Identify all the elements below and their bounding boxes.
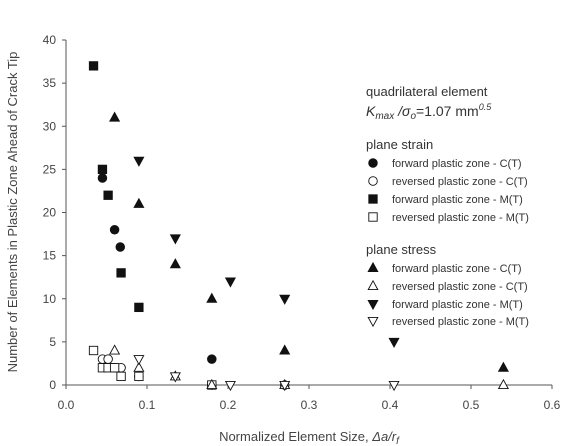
- x-tick-label: 0.0: [58, 398, 75, 412]
- data-point: [109, 111, 121, 122]
- data-point: [97, 164, 108, 175]
- legend-marker: [367, 279, 379, 291]
- legend-marker: [367, 299, 379, 311]
- legend-label: reversed plastic zone - C(T): [392, 281, 528, 293]
- data-point: [134, 302, 144, 313]
- legend-label: forward plastic zone - C(T): [392, 263, 522, 275]
- y-tick-label: 30: [43, 119, 57, 133]
- data-point: [97, 173, 108, 183]
- legend-label: reversed plastic zone - C(T): [392, 176, 528, 188]
- data-point: [133, 197, 145, 208]
- legend-label: forward plastic zone - C(T): [392, 158, 522, 170]
- data-point: [103, 354, 113, 364]
- legend-marker: [368, 194, 378, 204]
- legend-marker: [368, 176, 378, 186]
- y-axis-title: Number of Elements in Plastic Zone Ahead…: [5, 52, 20, 373]
- data-point: [88, 61, 99, 71]
- data-point: [169, 234, 181, 245]
- data-point: [224, 380, 236, 392]
- legend-marker: [367, 316, 379, 328]
- data-point: [109, 344, 121, 355]
- legend-label: reversed plastic zone - M(T): [392, 212, 529, 224]
- k-ratio-label: Kmax /σo=1.07 mm0.5: [366, 102, 492, 122]
- data-point: [109, 363, 120, 373]
- data-point: [103, 190, 113, 200]
- x-tick-label: 0.4: [382, 398, 399, 412]
- chart-annotation: quadrilateral element Kmax /σo=1.07 mm0.…: [366, 84, 492, 122]
- legend-group-heading: plane stress: [366, 242, 437, 257]
- data-point: [169, 258, 181, 269]
- data-point: [133, 156, 145, 167]
- y-tick-label: 5: [49, 335, 56, 349]
- data-point: [388, 380, 400, 392]
- element-type-label: quadrilateral element: [366, 84, 488, 99]
- legend-marker: [368, 212, 378, 222]
- x-tick-label: 0.5: [463, 398, 480, 412]
- data-point: [279, 344, 291, 355]
- data-point: [206, 378, 218, 390]
- data-point: [109, 224, 120, 235]
- y-tick-label: 15: [43, 249, 57, 263]
- data-point: [206, 292, 218, 303]
- y-tick-label: 40: [43, 33, 57, 47]
- data-points: [88, 61, 509, 392]
- data-point: [88, 345, 99, 356]
- data-point: [116, 371, 126, 382]
- legend-group-heading: plane strain: [366, 137, 433, 152]
- x-axis-title: Normalized Element Size, Δa/rf: [219, 429, 400, 446]
- y-tick-label: 0: [49, 378, 56, 392]
- legend-marker: [367, 261, 379, 273]
- data-point: [133, 355, 145, 366]
- data-point: [279, 380, 291, 392]
- x-tick-label: 0.2: [220, 398, 237, 412]
- legend-marker: [368, 158, 378, 168]
- y-ticks: 0 5 10 15 20 25 30 35 40: [43, 33, 66, 392]
- data-point: [169, 372, 181, 383]
- y-tick-label: 25: [43, 162, 57, 176]
- data-point: [134, 371, 144, 382]
- data-point: [388, 337, 400, 349]
- x-ticks: 0.0 0.1 0.2 0.3 0.4 0.5 0.6: [58, 385, 561, 412]
- legend-label: forward plastic zone - M(T): [392, 299, 523, 311]
- data-point: [497, 361, 509, 372]
- x-tick-label: 0.3: [301, 398, 318, 412]
- data-point: [497, 378, 509, 390]
- y-tick-label: 10: [43, 292, 57, 306]
- legend-label: reversed plastic zone - M(T): [392, 316, 529, 328]
- data-point: [279, 294, 291, 305]
- data-point: [115, 242, 126, 252]
- data-point: [133, 361, 145, 372]
- data-point: [116, 268, 126, 278]
- y-tick-label: 35: [43, 76, 57, 90]
- legend-label: forward plastic zone - M(T): [392, 194, 523, 206]
- legend: plane strain forward plastic zone - C(T) r…: [366, 137, 529, 328]
- x-tick-label: 0.6: [544, 398, 561, 412]
- x-tick-label: 0.1: [139, 398, 156, 412]
- y-tick-label: 20: [43, 206, 57, 220]
- data-point: [207, 354, 217, 364]
- data-point: [224, 277, 236, 288]
